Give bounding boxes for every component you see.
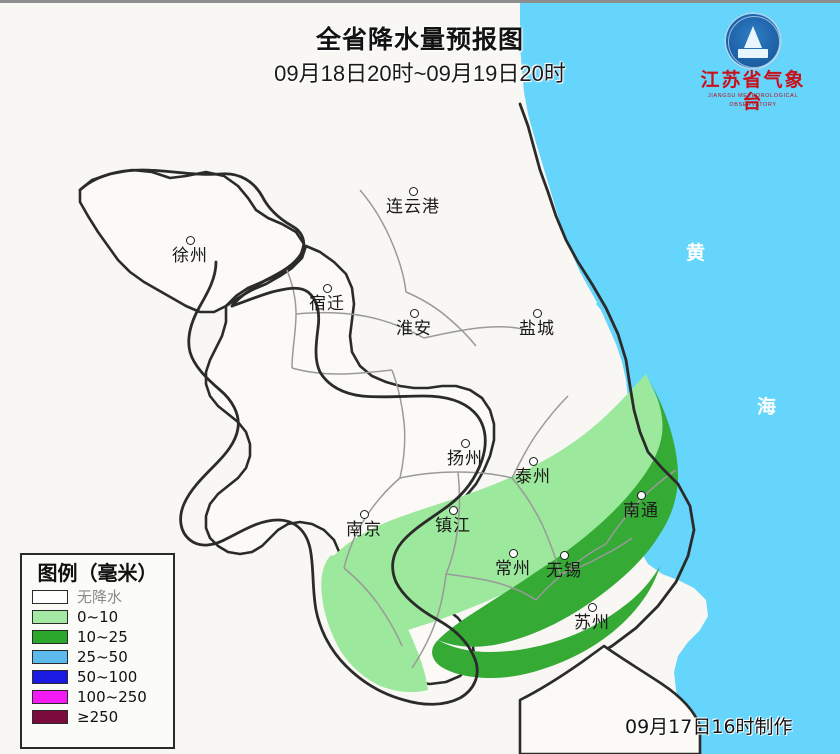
badge-ring-icon — [728, 16, 780, 68]
observatory-logo: 江苏省气象台 JIANGSU METEOROLOGICAL OBSERVATOR… — [692, 12, 814, 113]
legend-item: 0~10 — [22, 607, 173, 627]
precipitation-bands — [321, 374, 678, 693]
band-10-25-dark-green — [438, 374, 678, 647]
legend-swatch — [32, 690, 68, 704]
legend-item: 25~50 — [22, 647, 173, 667]
legend-item: ≥250 — [22, 707, 173, 727]
legend-label: 50~100 — [77, 668, 138, 686]
observatory-badge-icon — [724, 12, 782, 70]
coastal-landmass — [518, 644, 702, 754]
legend-label: 100~250 — [77, 688, 147, 706]
legend-label: ≥250 — [77, 708, 119, 726]
legend-item: 100~250 — [22, 687, 173, 707]
legend-label: 10~25 — [77, 628, 128, 646]
logo-name-cn: 江苏省气象台 — [700, 70, 806, 113]
legend-swatch — [32, 670, 68, 684]
badge-tower-icon — [744, 26, 762, 48]
legend-swatch — [32, 650, 68, 664]
legend-swatch — [32, 610, 68, 624]
sea-inlet-coast — [596, 300, 634, 380]
top-border-rule — [0, 0, 840, 3]
band-0-10-light-green — [330, 374, 676, 640]
legend-title: 图例（毫米） — [37, 561, 158, 585]
legend-item: 无降水 — [22, 587, 173, 607]
province-border — [78, 102, 696, 706]
legend-item: 50~100 — [22, 667, 173, 687]
prefecture-boundaries — [285, 189, 677, 669]
band-0-10-west-extension — [321, 555, 428, 693]
legend-rows: 无降水 0~10 10~25 25~50 50~100 100~250 ≥250 — [22, 587, 173, 727]
band-10-25-suzhou-lobe — [432, 566, 660, 678]
legend-swatch — [32, 710, 68, 724]
legend-label: 0~10 — [77, 608, 119, 626]
badge-base-icon — [738, 49, 768, 58]
legend-swatch — [32, 590, 68, 604]
legend-item: 10~25 — [22, 627, 173, 647]
legend-label: 25~50 — [77, 648, 128, 666]
production-timestamp: 09月17日16时制作 — [625, 716, 793, 738]
logo-name-en: JIANGSU METEOROLOGICAL OBSERVATORY — [707, 93, 799, 108]
legend-label: 无降水 — [77, 588, 123, 606]
legend-swatch — [32, 630, 68, 644]
yellow-sea-area — [520, 0, 840, 754]
legend-panel: 图例（毫米） 无降水 0~10 10~25 25~50 50~100 100~250 ≥25… — [20, 553, 175, 749]
